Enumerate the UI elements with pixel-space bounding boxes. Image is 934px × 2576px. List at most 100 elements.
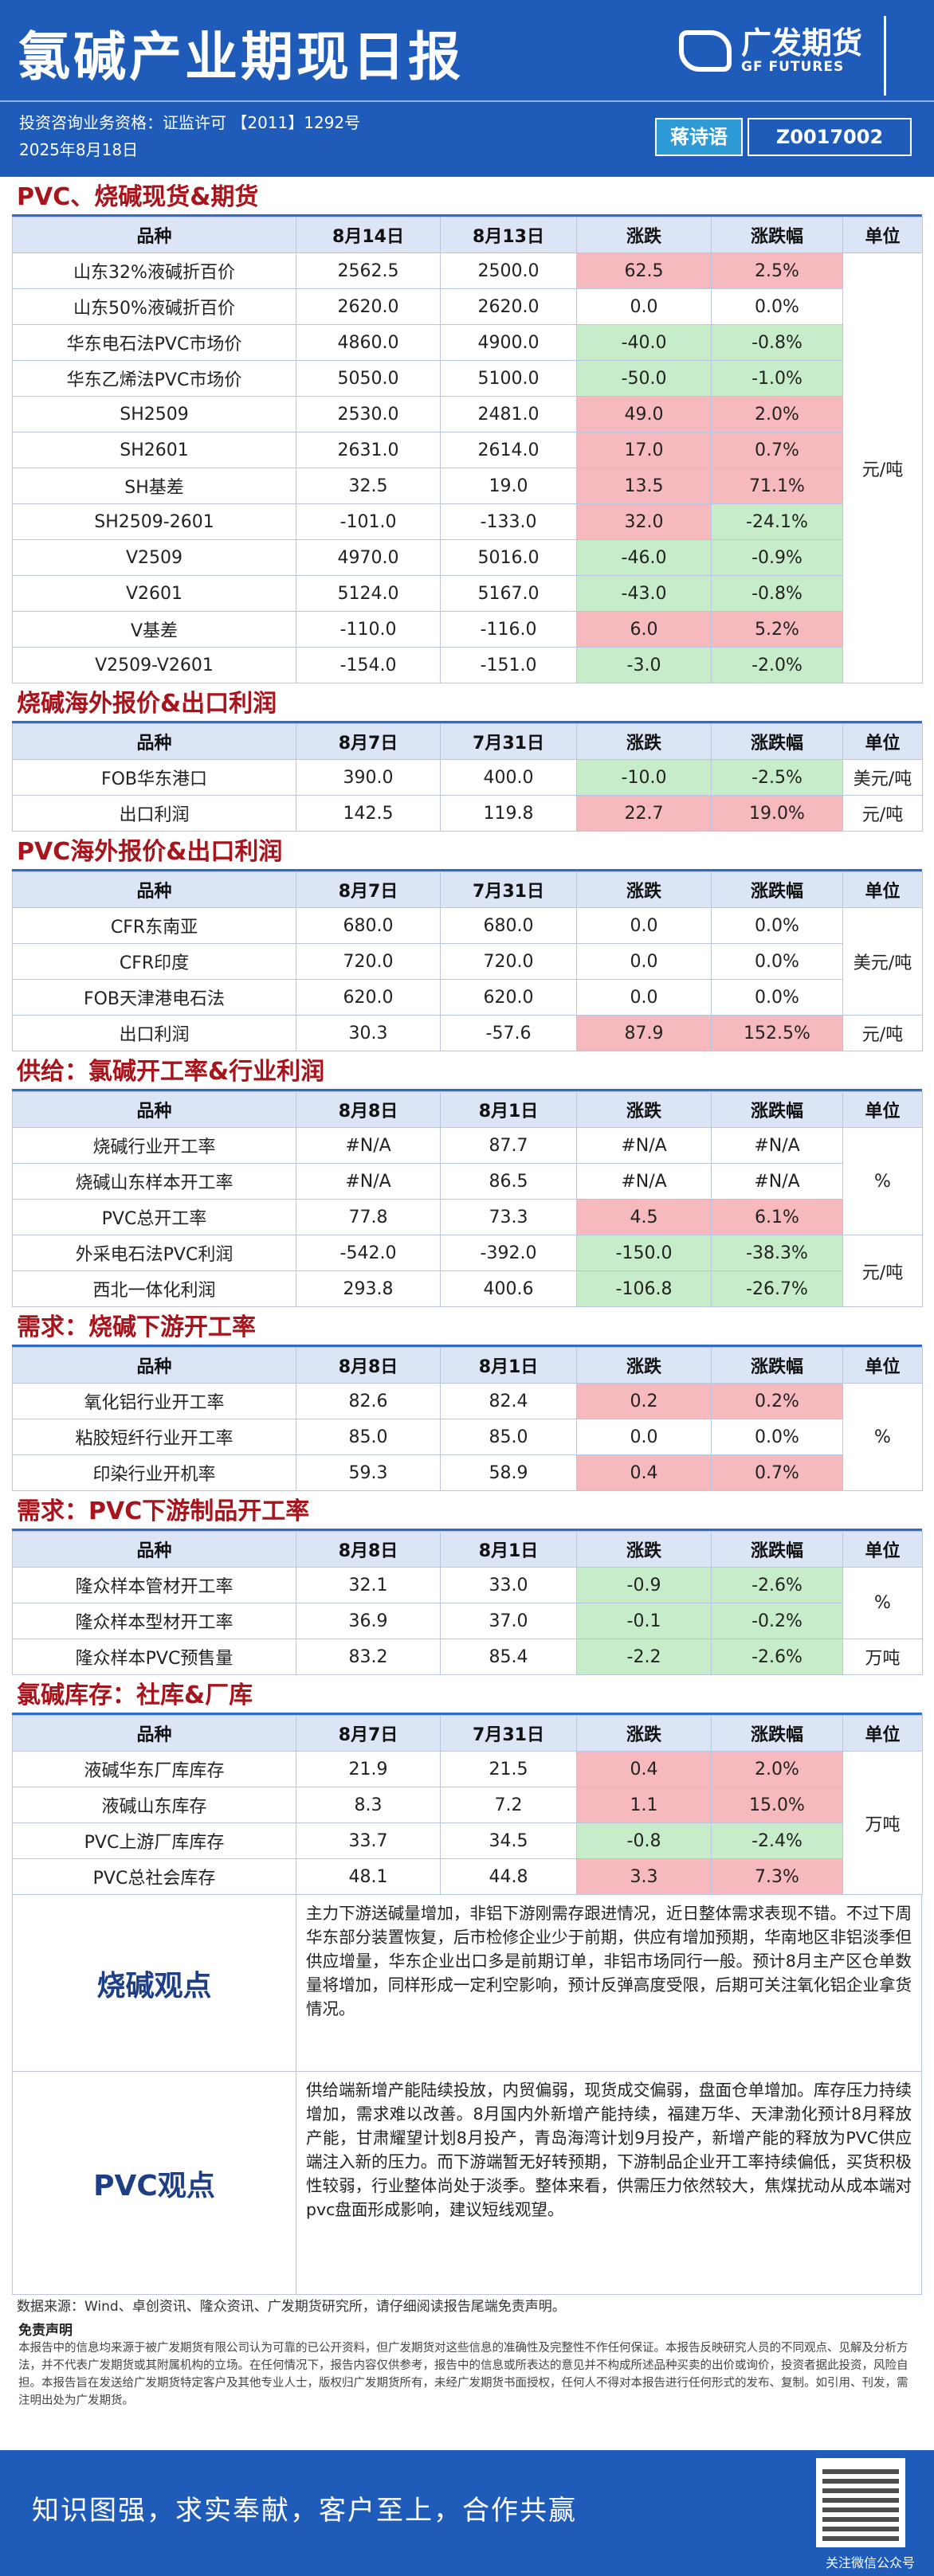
- value-cell: 19.0%: [711, 795, 843, 832]
- value-cell: 49.0: [576, 396, 712, 433]
- item-cell: 外采电石法PVC利润: [12, 1235, 296, 1271]
- view-label: PVC观点: [13, 2072, 296, 2294]
- unit-cell: 元/吨: [842, 795, 923, 832]
- unit-cell: 元/吨: [842, 1015, 923, 1051]
- value-cell: 0.0: [576, 943, 712, 980]
- row: 印染行业开机率 59.3 58.9 0.4 0.7%: [12, 1454, 923, 1491]
- header-cell: 涨跌幅: [711, 723, 843, 760]
- row: 烧碱山东样本开工率 #N/A 86.5 #N/A #N/A: [12, 1163, 923, 1200]
- header-row: 品种 8月14日 8月13日 涨跌 涨跌幅 单位: [12, 217, 923, 253]
- unit-cell: %: [842, 1127, 923, 1235]
- divider: [884, 16, 886, 96]
- header-cell: 单位: [842, 1347, 923, 1384]
- footer: 知识图强，求实奉献，客户至上，合作共赢 关注微信公众号: [0, 2450, 934, 2576]
- content: PVC、烧碱现货&期货 品种 8月14日 8月13日 涨跌 涨跌幅 单位 山东32%液碱折百价…: [0, 177, 934, 2450]
- table: 品种 8月7日 7月31日 涨跌 涨跌幅 单位 CFR东南亚 680.0 680.0 0.0 0.0…: [12, 871, 923, 1051]
- section-title: 需求：烧碱下游开工率: [12, 1307, 922, 1347]
- value-cell: 620.0: [440, 979, 577, 1016]
- item-cell: SH2509-2601: [12, 503, 296, 540]
- header-cell: 涨跌: [576, 1347, 712, 1384]
- item-cell: V2509: [12, 539, 296, 576]
- value-cell: 85.4: [440, 1638, 577, 1675]
- value-cell: 7.2: [440, 1787, 577, 1823]
- header-cell: 品种: [12, 217, 296, 253]
- row: 山东50%液碱折百价 2620.0 2620.0 0.0 0.0%: [12, 288, 923, 325]
- value-cell: 4.5: [576, 1199, 712, 1235]
- slogan: 知识图强，求实奉献，客户至上，合作共赢: [32, 2495, 577, 2527]
- row: 隆众样本管材开工率 32.1 33.0 -0.9 -2.6%%: [12, 1567, 923, 1639]
- header-cell: 8月13日: [440, 217, 577, 253]
- row: 液碱山东库存 8.3 7.2 1.1 15.0%: [12, 1787, 923, 1823]
- header-row: 品种 8月7日 7月31日 涨跌 涨跌幅 单位: [12, 723, 923, 760]
- header-cell: 品种: [12, 1091, 296, 1128]
- value-cell: #N/A: [576, 1127, 712, 1164]
- value-cell: 73.3: [440, 1199, 577, 1235]
- item-cell: 氧化铝行业开工率: [12, 1383, 296, 1419]
- header-cell: 涨跌幅: [711, 1347, 843, 1384]
- section-title: PVC海外报价&出口利润: [12, 832, 922, 871]
- value-cell: 0.0: [576, 907, 712, 944]
- section-title: 需求：PVC下游制品开工率: [12, 1491, 922, 1531]
- row: 出口利润 30.3 -57.6 87.9 152.5% 元/吨: [12, 1015, 923, 1051]
- header-cell: 品种: [12, 723, 296, 760]
- value-cell: 2.5%: [711, 253, 843, 289]
- value-cell: 4970.0: [296, 539, 441, 576]
- item-cell: 印染行业开机率: [12, 1454, 296, 1491]
- qr-caption: 关注微信公众号: [825, 2555, 915, 2570]
- value-cell: #N/A: [296, 1163, 441, 1200]
- value-cell: -43.0: [576, 575, 712, 612]
- header-cell: 单位: [842, 1091, 923, 1128]
- value-cell: 6.1%: [711, 1199, 843, 1235]
- value-cell: 152.5%: [711, 1015, 843, 1051]
- value-cell: 85.0: [296, 1419, 441, 1455]
- value-cell: 37.0: [440, 1603, 577, 1639]
- header-cell: 8月8日: [296, 1347, 441, 1384]
- value-cell: 0.4: [576, 1751, 712, 1787]
- value-cell: 2620.0: [296, 288, 441, 325]
- value-cell: -38.3%: [711, 1235, 843, 1271]
- header-cell: 7月31日: [440, 723, 577, 760]
- row: 外采电石法PVC利润 -542.0 -392.0 -150.0 -38.3% 元/吨: [12, 1235, 923, 1307]
- row: FOB华东港口 390.0 400.0 -10.0 -2.5% 美元/吨: [12, 759, 923, 796]
- header-cell: 涨跌幅: [711, 1531, 843, 1568]
- row: SH基差 32.5 19.0 13.5 71.1%: [12, 468, 923, 504]
- header-cell: 8月14日: [296, 217, 441, 253]
- item-cell: SH2509: [12, 396, 296, 433]
- value-cell: 59.3: [296, 1454, 441, 1491]
- row: 氧化铝行业开工率 82.6 82.4 0.2 0.2%%: [12, 1383, 923, 1491]
- value-cell: 390.0: [296, 759, 441, 796]
- value-cell: -26.7%: [711, 1270, 843, 1307]
- value-cell: 0.0%: [711, 943, 843, 980]
- value-cell: 0.2%: [711, 1383, 843, 1419]
- value-cell: 17.0: [576, 432, 712, 468]
- logo: 广发期货 GF FUTURES: [678, 27, 862, 75]
- item-cell: V基差: [12, 611, 296, 648]
- value-cell: 1.1: [576, 1787, 712, 1823]
- value-cell: 21.5: [440, 1751, 577, 1787]
- value-cell: 5124.0: [296, 575, 441, 612]
- value-cell: 87.7: [440, 1127, 577, 1164]
- row: SH2509 2530.0 2481.0 49.0 2.0%: [12, 396, 923, 433]
- header-cell: 涨跌幅: [711, 1715, 843, 1752]
- row: 粘胶短纤行业开工率 85.0 85.0 0.0 0.0%: [12, 1419, 923, 1455]
- analyst-id: Z0017002: [748, 118, 912, 156]
- value-cell: -542.0: [296, 1235, 441, 1271]
- value-cell: 4860.0: [296, 324, 441, 361]
- value-cell: -0.8: [576, 1822, 712, 1859]
- value-cell: 5167.0: [440, 575, 577, 612]
- value-cell: 82.6: [296, 1383, 441, 1419]
- section-title: 供给：氯碱开工率&行业利润: [12, 1051, 922, 1091]
- value-cell: 2631.0: [296, 432, 441, 468]
- section-title: 烧碱海外报价&出口利润: [12, 683, 922, 723]
- value-cell: 15.0%: [711, 1787, 843, 1823]
- section-title: 氯碱库存：社库&厂库: [12, 1675, 922, 1715]
- header-cell: 8月8日: [296, 1091, 441, 1128]
- item-cell: V2509-V2601: [12, 647, 296, 683]
- item-cell: FOB天津港电石法: [12, 979, 296, 1016]
- value-cell: 2481.0: [440, 396, 577, 433]
- unit-cell: 美元/吨: [842, 759, 923, 796]
- value-cell: 3.3: [576, 1858, 712, 1895]
- header-row: 品种 8月8日 8月1日 涨跌 涨跌幅 单位: [12, 1347, 923, 1384]
- item-cell: FOB华东港口: [12, 759, 296, 796]
